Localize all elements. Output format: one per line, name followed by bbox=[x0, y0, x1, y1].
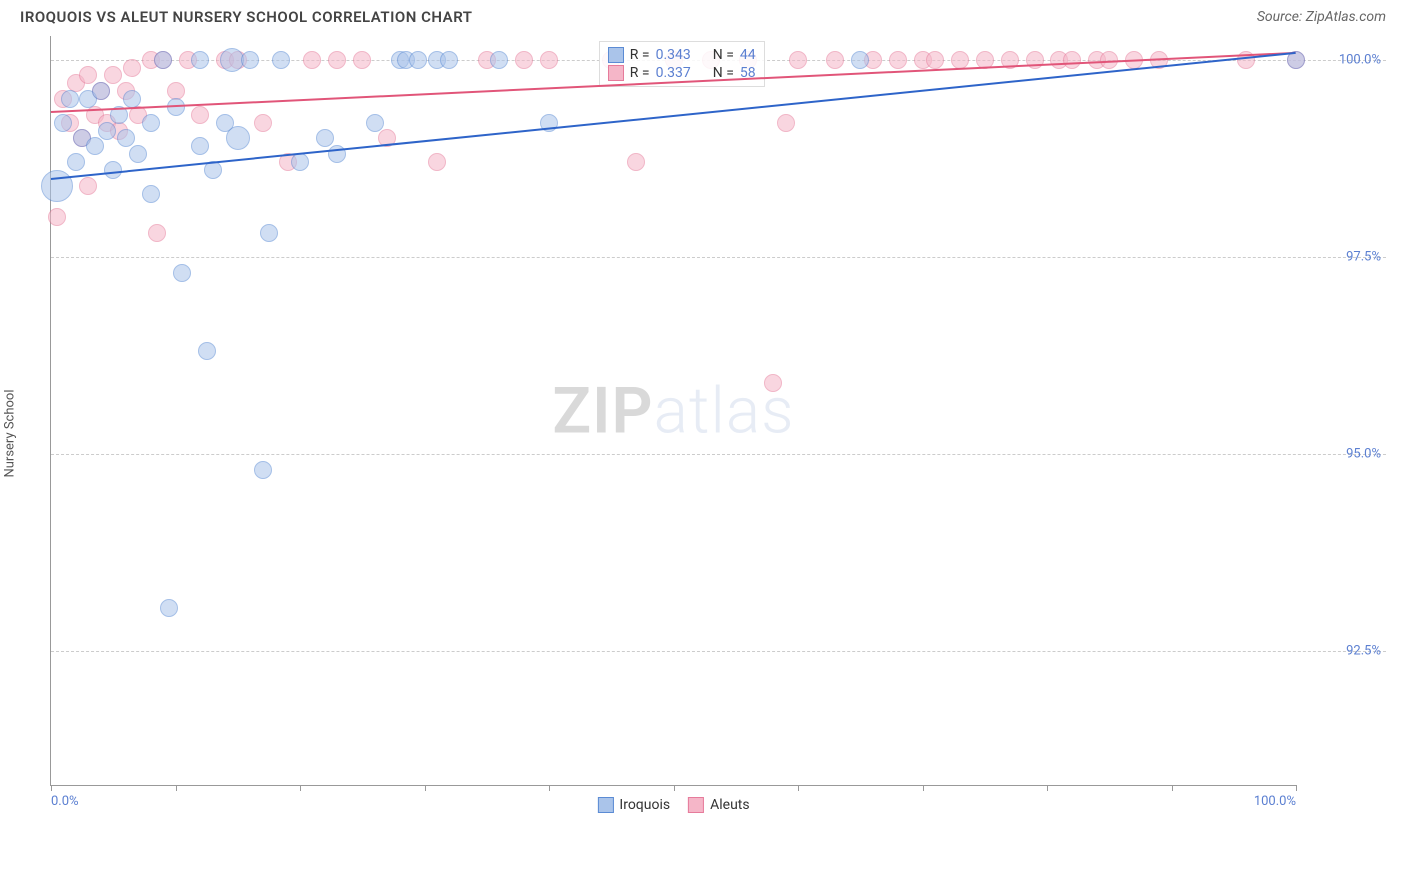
aleuts-point bbox=[515, 51, 533, 69]
watermark-bold: ZIP bbox=[552, 373, 653, 448]
y-tick-label: 95.0% bbox=[1346, 446, 1381, 461]
chart-source: Source: ZipAtlas.com bbox=[1257, 9, 1386, 25]
iroquois-point bbox=[67, 153, 85, 171]
aleuts-point bbox=[789, 51, 807, 69]
aleuts-point bbox=[777, 114, 795, 132]
iroquois-point bbox=[440, 51, 458, 69]
iroquois-point bbox=[260, 224, 278, 242]
iroquois-point bbox=[61, 90, 79, 108]
chart-title: IROQUOIS VS ALEUT NURSERY SCHOOL CORRELA… bbox=[20, 8, 472, 26]
legend-swatch bbox=[688, 797, 704, 813]
aleuts-point bbox=[254, 114, 272, 132]
iroquois-point bbox=[173, 264, 191, 282]
x-tick-label: 0.0% bbox=[51, 794, 79, 809]
iroquois-point bbox=[86, 137, 104, 155]
iroquois-point bbox=[226, 126, 250, 150]
iroquois-point bbox=[160, 599, 178, 617]
iroquois-point bbox=[123, 90, 141, 108]
stat-n-value: 44 bbox=[740, 47, 756, 63]
aleuts-point bbox=[79, 66, 97, 84]
x-tick bbox=[549, 785, 550, 791]
aleuts-point bbox=[826, 51, 844, 69]
stat-n-label: N = bbox=[713, 47, 734, 63]
iroquois-point bbox=[92, 82, 110, 100]
stat-r-label: R = bbox=[630, 65, 650, 81]
iroquois-point bbox=[98, 122, 116, 140]
iroquois-point bbox=[117, 129, 135, 147]
iroquois-point bbox=[154, 51, 172, 69]
iroquois-point bbox=[851, 51, 869, 69]
legend-item: Iroquois bbox=[597, 797, 670, 813]
aleuts-point bbox=[191, 106, 209, 124]
aleuts-point bbox=[889, 51, 907, 69]
aleuts-point bbox=[764, 374, 782, 392]
aleuts-point bbox=[951, 51, 969, 69]
aleuts-point bbox=[48, 208, 66, 226]
x-tick bbox=[798, 785, 799, 791]
aleuts-point bbox=[79, 177, 97, 195]
iroquois-point bbox=[142, 185, 160, 203]
aleuts-point bbox=[148, 224, 166, 242]
iroquois-point bbox=[490, 51, 508, 69]
iroquois-point bbox=[409, 51, 427, 69]
aleuts-point bbox=[540, 51, 558, 69]
legend-label: Aleuts bbox=[710, 797, 749, 813]
iroquois-point bbox=[291, 153, 309, 171]
y-tick-label: 92.5% bbox=[1346, 643, 1381, 658]
legend-swatch bbox=[597, 797, 613, 813]
y-tick-label: 100.0% bbox=[1339, 52, 1381, 67]
aleuts-point bbox=[428, 153, 446, 171]
iroquois-point bbox=[41, 170, 73, 202]
legend-swatch bbox=[608, 65, 624, 81]
gridline-h bbox=[51, 651, 1386, 652]
stat-r-label: R = bbox=[630, 47, 650, 63]
x-tick bbox=[1047, 785, 1048, 791]
watermark: ZIPatlas bbox=[552, 373, 794, 448]
aleuts-point bbox=[123, 59, 141, 77]
x-tick bbox=[1172, 785, 1173, 791]
x-tick bbox=[674, 785, 675, 791]
stats-row: R = 0.343 N = 44 bbox=[608, 46, 756, 64]
x-tick bbox=[51, 785, 52, 791]
iroquois-point bbox=[198, 342, 216, 360]
iroquois-point bbox=[54, 114, 72, 132]
iroquois-point bbox=[254, 461, 272, 479]
x-tick-label: 100.0% bbox=[1254, 794, 1296, 809]
iroquois-point bbox=[191, 137, 209, 155]
iroquois-point bbox=[220, 48, 244, 72]
x-tick bbox=[1296, 785, 1297, 791]
stat-r-value: 0.337 bbox=[656, 65, 691, 81]
iroquois-point bbox=[129, 145, 147, 163]
aleuts-point bbox=[1063, 51, 1081, 69]
x-tick bbox=[176, 785, 177, 791]
x-tick bbox=[923, 785, 924, 791]
gridline-h bbox=[51, 454, 1386, 455]
legend-label: Iroquois bbox=[619, 797, 670, 813]
aleuts-point bbox=[303, 51, 321, 69]
legend: Iroquois Aleuts bbox=[597, 797, 749, 813]
iroquois-point bbox=[191, 51, 209, 69]
aleuts-point bbox=[353, 51, 371, 69]
iroquois-point bbox=[142, 114, 160, 132]
iroquois-point bbox=[366, 114, 384, 132]
iroquois-point bbox=[316, 129, 334, 147]
gridline-h bbox=[51, 257, 1386, 258]
plot-region: ZIPatlas 92.5%95.0%97.5%100.0%0.0%100.0%… bbox=[50, 36, 1296, 786]
chart-area: Nursery School ZIPatlas 92.5%95.0%97.5%1… bbox=[50, 36, 1386, 816]
x-tick bbox=[425, 785, 426, 791]
aleuts-point bbox=[627, 153, 645, 171]
aleuts-point bbox=[328, 51, 346, 69]
aleuts-point bbox=[926, 51, 944, 69]
stat-r-value: 0.343 bbox=[656, 47, 691, 63]
aleuts-point bbox=[104, 66, 122, 84]
legend-swatch bbox=[608, 47, 624, 63]
legend-item: Aleuts bbox=[688, 797, 749, 813]
iroquois-point bbox=[272, 51, 290, 69]
y-tick-label: 97.5% bbox=[1346, 249, 1381, 264]
iroquois-point bbox=[241, 51, 259, 69]
y-axis-label: Nursery School bbox=[3, 389, 18, 477]
x-tick bbox=[300, 785, 301, 791]
